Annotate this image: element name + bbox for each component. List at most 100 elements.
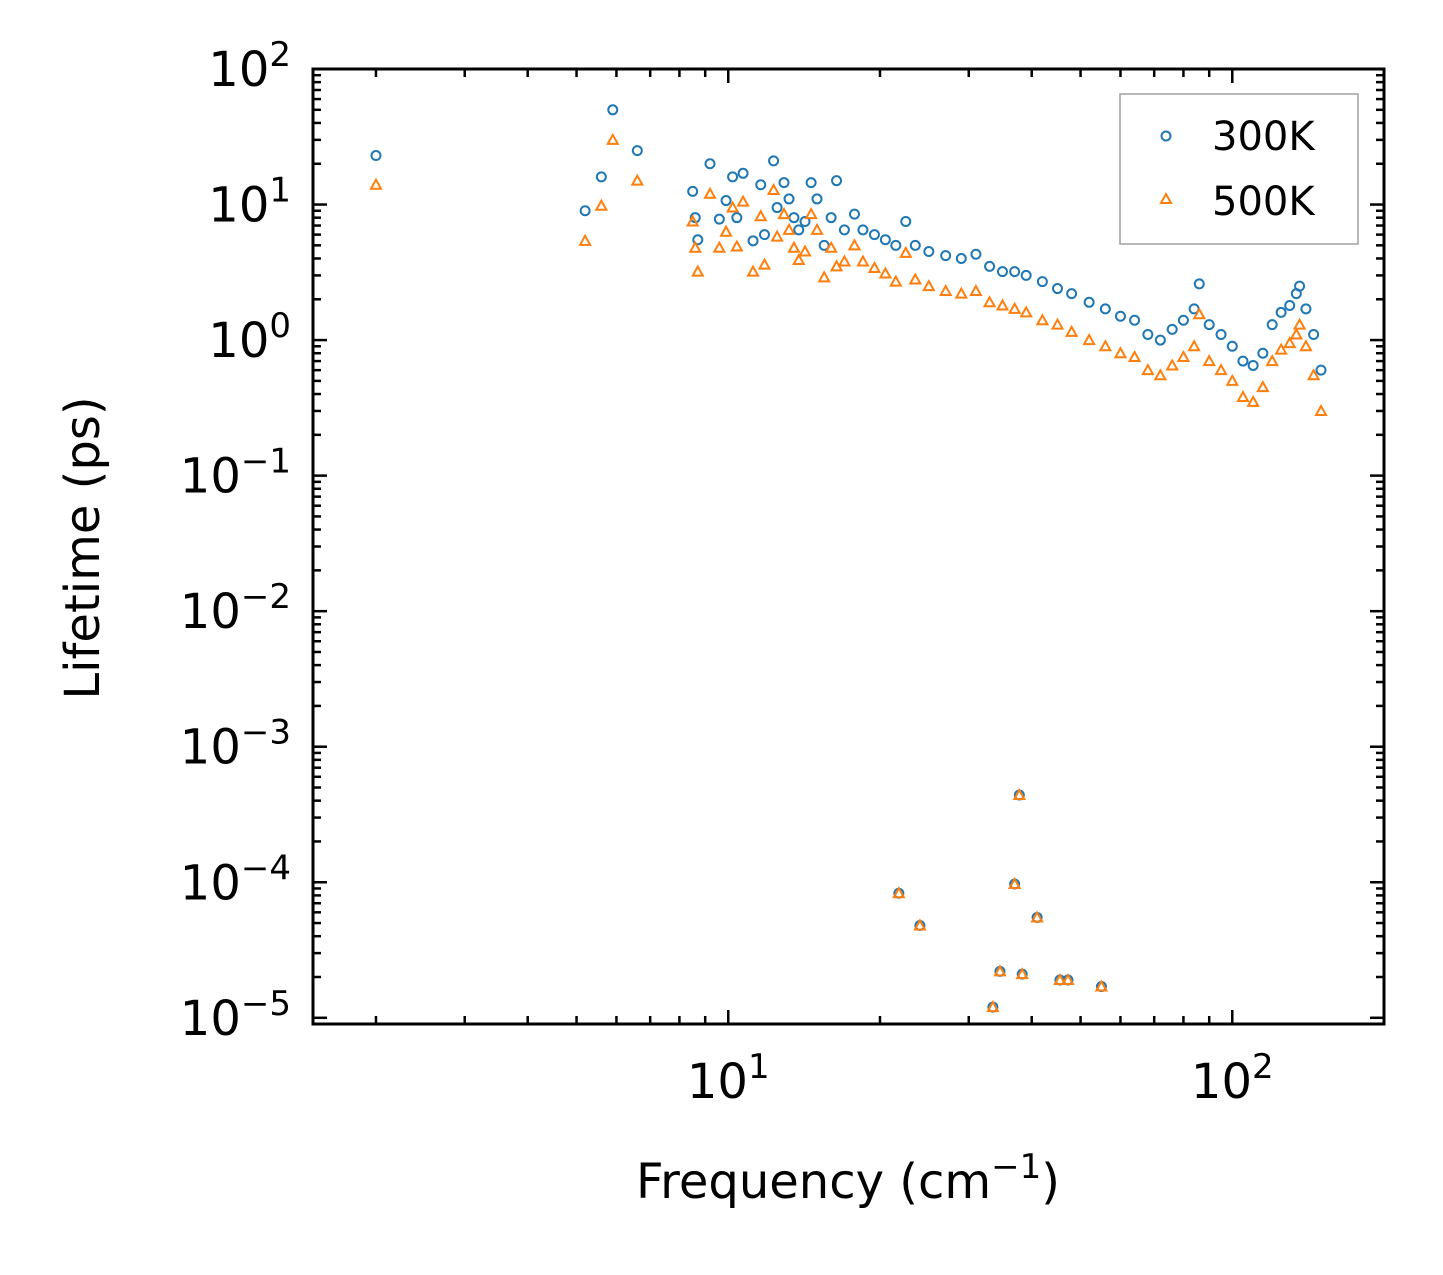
data-point-500K — [969, 283, 983, 297]
data-point-500K — [1289, 327, 1304, 340]
data-point-500K — [369, 177, 383, 190]
data-point-500K — [1192, 307, 1206, 320]
data-point-500K — [867, 260, 882, 274]
data-point-500K — [1094, 979, 1109, 992]
data-point-500K — [685, 214, 700, 227]
data-point-300K — [1020, 269, 1032, 281]
data-point-500K — [1236, 389, 1250, 403]
data-point-300K — [1066, 288, 1078, 300]
data-point-300K — [1266, 319, 1278, 331]
data-point-300K — [1154, 334, 1166, 346]
data-point-500K — [804, 207, 818, 220]
data-point-300K — [984, 260, 996, 272]
data-point-300K — [838, 224, 850, 236]
data-point-500K — [798, 244, 812, 257]
data-point-500K — [725, 200, 740, 213]
data-point-500K — [1127, 349, 1142, 363]
legend-marker-500K — [1159, 191, 1173, 204]
data-point-500K — [817, 270, 831, 283]
y-tick-label: 10−4 — [180, 848, 291, 911]
data-point-300K — [940, 250, 952, 262]
data-point-500K — [594, 198, 609, 211]
data-point-300K — [805, 177, 817, 189]
data-point-500K — [1007, 876, 1022, 890]
tick-labels: 101 102 102 101 100 10−1 10−2 10−3 10−4 10−5 — [180, 35, 1274, 1110]
data-point-300K — [955, 252, 967, 264]
legend-label-500K: 500K — [1212, 179, 1316, 225]
data-point-300K — [755, 179, 767, 191]
data-point-500K — [1274, 342, 1288, 355]
data-point-500K — [938, 283, 953, 297]
data-point-300K — [793, 224, 805, 236]
data-point-500K — [1256, 380, 1270, 393]
series-300K — [370, 104, 1327, 1013]
data-point-500K — [1202, 354, 1216, 367]
data-point-300K — [1308, 328, 1320, 340]
data-point-500K — [1306, 368, 1321, 381]
data-point-500K — [1113, 346, 1128, 359]
data-point-300K — [607, 104, 619, 116]
data-point-500K — [1246, 394, 1260, 407]
data-point-500K — [889, 274, 903, 287]
data-point-500K — [908, 272, 922, 285]
data-point-500K — [787, 240, 801, 253]
data-point-300K — [720, 195, 732, 207]
data-point-500K — [719, 224, 733, 237]
data-point-500K — [691, 264, 705, 277]
data-point-500K — [703, 186, 717, 199]
y-tick-label: 102 — [208, 35, 291, 98]
data-point-300K — [1177, 314, 1189, 326]
data-point-500K — [824, 240, 838, 253]
legend-box — [1119, 93, 1359, 245]
data-point-500K — [606, 132, 620, 145]
y-axis-label: Lifetime (ps) — [55, 396, 111, 699]
data-point-300K — [1257, 347, 1269, 359]
data-point-500K — [1299, 339, 1313, 352]
data-point-300K — [970, 248, 982, 260]
data-point-500K — [1012, 787, 1027, 801]
data-point-300K — [727, 171, 739, 183]
data-point-500K — [1030, 910, 1044, 923]
data-point-500K — [766, 182, 781, 196]
data-point-300K — [1226, 340, 1238, 352]
data-point-500K — [730, 239, 744, 252]
data-point-500K — [1283, 336, 1297, 349]
data-point-300K — [1129, 314, 1141, 326]
data-point-500K — [847, 238, 862, 251]
data-point-300K — [595, 171, 607, 183]
data-point-500K — [878, 266, 893, 279]
data-point-500K — [1064, 324, 1079, 337]
data-point-300K — [909, 239, 921, 251]
data-point-500K — [746, 264, 760, 277]
y-tick-label: 10−1 — [180, 442, 291, 505]
data-point-500K — [1061, 972, 1075, 986]
data-point-300K — [579, 205, 591, 217]
data-point-300K — [788, 212, 800, 224]
data-point-500K — [1214, 363, 1228, 376]
data-point-300K — [1083, 296, 1095, 308]
data-point-300K — [868, 229, 880, 241]
data-point-500K — [1007, 301, 1022, 314]
data-point-300K — [879, 234, 891, 246]
data-point-300K — [1009, 266, 1021, 278]
data-point-300K — [692, 234, 704, 246]
data-point-500K — [1165, 358, 1179, 371]
data-point-300K — [1036, 276, 1048, 288]
data-point-300K — [1215, 328, 1227, 340]
data-point-500K — [1292, 317, 1307, 330]
data-point-500K — [982, 295, 997, 308]
y-tick-label: 10−3 — [180, 713, 291, 776]
data-point-300K — [857, 224, 869, 236]
data-point-500K — [913, 918, 927, 931]
data-point-300K — [704, 158, 716, 170]
data-point-500K — [712, 240, 727, 253]
y-tick-label: 101 — [208, 171, 291, 234]
data-point-300K — [825, 212, 837, 224]
data-point-300K — [783, 193, 795, 205]
legend-label-300K: 300K — [1212, 114, 1316, 160]
data-point-500K — [1050, 317, 1065, 330]
data-point-300K — [923, 246, 935, 258]
data-point-500K — [993, 964, 1007, 977]
data-point-300K — [1203, 319, 1215, 331]
data-point-300K — [737, 167, 749, 179]
